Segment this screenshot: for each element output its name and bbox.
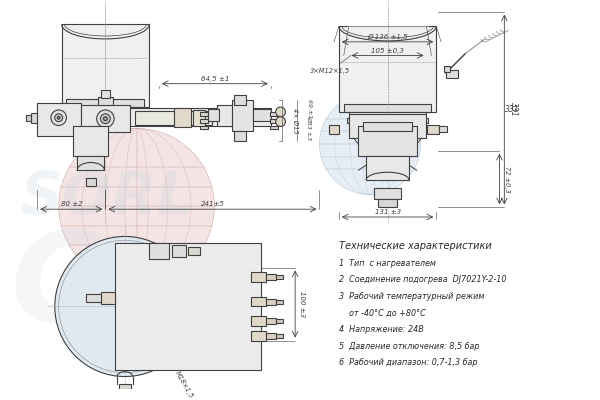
Text: 331: 331	[505, 105, 520, 114]
Circle shape	[51, 110, 67, 126]
Text: 4× Ø15: 4× Ø15	[292, 108, 298, 134]
Text: 1  Тип  с нагревателем: 1 Тип с нагревателем	[339, 259, 436, 268]
Bar	[172, 245, 186, 257]
Bar	[251, 297, 266, 306]
Bar	[329, 124, 339, 134]
Text: 6  Рабочий диапазон: 0,7-1,3 бар: 6 Рабочий диапазон: 0,7-1,3 бар	[339, 358, 478, 367]
Text: 2  Соединение подогрева  DJ7021Y-2-10: 2 Соединение подогрева DJ7021Y-2-10	[339, 275, 506, 284]
Bar	[439, 126, 447, 132]
Bar	[77, 156, 104, 170]
Text: Ø33 ±3: Ø33 ±3	[307, 116, 312, 140]
Bar	[232, 100, 253, 131]
Bar	[200, 126, 208, 130]
Bar	[275, 275, 283, 279]
Bar	[339, 26, 436, 112]
Bar	[26, 115, 31, 121]
Circle shape	[97, 110, 114, 128]
Bar	[266, 299, 275, 304]
Circle shape	[275, 107, 286, 117]
Text: SORL: SORL	[20, 169, 194, 226]
Bar	[115, 243, 261, 370]
Bar	[251, 316, 266, 326]
Bar	[37, 103, 81, 136]
Bar	[70, 113, 142, 118]
Bar	[200, 112, 208, 116]
Bar	[73, 126, 109, 156]
Bar	[62, 24, 149, 107]
Bar	[344, 104, 431, 112]
Bar	[251, 331, 266, 340]
Bar	[275, 319, 283, 323]
Bar	[134, 111, 212, 124]
Circle shape	[101, 114, 110, 124]
Text: Ø 136 ±1,5: Ø 136 ±1,5	[367, 34, 408, 40]
Bar	[270, 112, 278, 116]
Bar	[98, 97, 113, 105]
Bar	[358, 126, 417, 156]
Bar	[101, 292, 115, 304]
Bar	[119, 384, 131, 392]
Bar	[366, 156, 409, 180]
Text: 105 ±0,3: 105 ±0,3	[371, 48, 404, 54]
Bar	[37, 108, 271, 126]
Bar	[217, 105, 237, 126]
Text: 3  Рабочий температурный режим: 3 Рабочий температурный режим	[339, 292, 484, 301]
Bar	[86, 294, 101, 302]
Circle shape	[275, 117, 286, 126]
Text: 69 ±1: 69 ±1	[307, 99, 312, 119]
Circle shape	[59, 128, 214, 284]
Text: 131 ±3: 131 ±3	[374, 209, 401, 215]
Text: 4  Напряжение: 24В: 4 Напряжение: 24В	[339, 325, 424, 334]
Bar	[149, 243, 169, 259]
Bar	[188, 247, 200, 255]
Bar	[67, 99, 145, 107]
Bar	[208, 109, 219, 121]
Bar	[266, 318, 275, 324]
Bar	[374, 188, 401, 200]
Bar	[253, 109, 271, 121]
Circle shape	[57, 116, 60, 119]
Circle shape	[55, 236, 195, 376]
Bar	[173, 108, 191, 128]
Bar	[193, 110, 205, 126]
Text: 3×M12×1,5: 3×M12×1,5	[310, 55, 351, 74]
Bar	[31, 113, 37, 122]
Bar	[101, 90, 110, 98]
Bar	[251, 272, 266, 282]
Text: 5  Давление отключения: 8,5 бар: 5 Давление отключения: 8,5 бар	[339, 342, 479, 350]
Bar	[270, 126, 278, 130]
Bar	[266, 333, 275, 339]
Text: 331: 331	[509, 102, 518, 117]
Bar	[234, 95, 245, 105]
Bar	[446, 70, 458, 78]
Bar	[200, 119, 208, 122]
Text: 241±5: 241±5	[200, 201, 224, 207]
Bar	[378, 200, 397, 207]
Bar	[275, 334, 283, 338]
Text: 80 ±2: 80 ±2	[61, 201, 82, 207]
Circle shape	[319, 94, 421, 194]
Bar	[71, 107, 139, 113]
Bar	[444, 66, 450, 72]
Circle shape	[55, 114, 62, 122]
Circle shape	[103, 117, 107, 121]
Bar	[270, 119, 278, 122]
Text: M18×1,5: M18×1,5	[173, 370, 194, 399]
Text: 64,5 ±1: 64,5 ±1	[200, 76, 229, 82]
Bar	[266, 274, 275, 280]
Text: 72 ±0,3: 72 ±0,3	[505, 166, 511, 192]
Bar	[349, 112, 427, 118]
Bar	[347, 118, 428, 122]
Text: от -40°C до +80°C: от -40°C до +80°C	[339, 308, 425, 318]
Bar	[234, 131, 245, 141]
Bar	[427, 124, 439, 134]
Bar	[349, 114, 427, 138]
Text: Технические характеристики: Технические характеристики	[339, 241, 491, 251]
Bar	[81, 105, 130, 132]
Text: 100 ±3: 100 ±3	[299, 291, 305, 317]
Bar	[86, 178, 95, 186]
Bar	[363, 122, 412, 131]
Text: C: C	[10, 226, 102, 347]
Bar	[275, 300, 283, 304]
